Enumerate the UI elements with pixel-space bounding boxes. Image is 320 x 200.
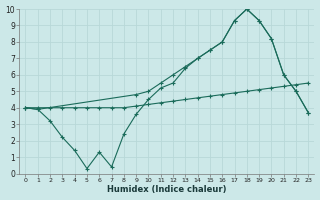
- X-axis label: Humidex (Indice chaleur): Humidex (Indice chaleur): [107, 185, 227, 194]
